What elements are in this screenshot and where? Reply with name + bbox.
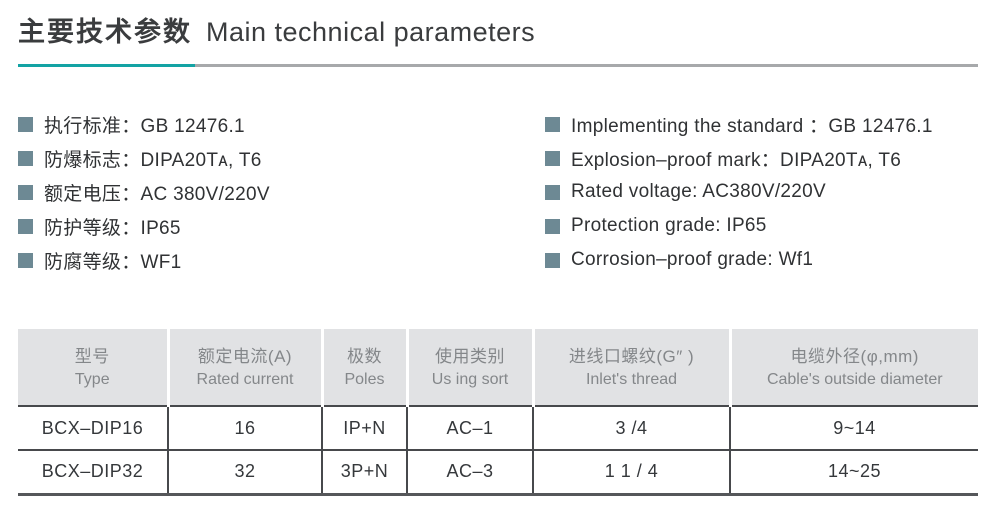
page-title-zh: 主要技术参数 [18, 17, 192, 47]
bullet-square-icon [18, 252, 33, 268]
spec-lists: 执行标准：GB 12476.1 防爆标志：DIPA20Tᴀ, T6 额定电压：A… [18, 107, 1000, 277]
page-title-en: Main technical parameters [206, 17, 536, 47]
col-header-en: Inlet's thread [585, 370, 678, 388]
bullet-square-icon [18, 184, 33, 200]
spec-text: Implementing the standard ：GB 12476.1 [571, 115, 933, 137]
cell-using-sort: AC–3 [406, 449, 533, 496]
col-header-using-sort: 使用类别 Us ing sort [405, 329, 533, 407]
bullet-square-icon [18, 150, 33, 166]
cell-rated-current: 16 [167, 406, 322, 450]
spec-item-standard-en: Implementing the standard ：GB 12476.1 [545, 107, 933, 141]
spec-text: 额定电压：AC 380V/220V [44, 183, 270, 205]
cell-inlet-thread: 3 /4 [532, 406, 730, 450]
col-header-en: Type [74, 370, 110, 388]
catalog-page: 主要技术参数 Main technical parameters 执行标准：GB … [0, 16, 1000, 519]
title-underline-accent [18, 64, 195, 67]
spec-text: Corrosion–proof grade: Wf1 [571, 249, 814, 270]
col-header-en: Rated current [196, 370, 294, 388]
col-header-inlet-thread: 进线口螺纹(G″ ) Inlet's thread [531, 329, 730, 407]
page-title: 主要技术参数 Main technical parameters [18, 16, 1000, 48]
cell-cable-diameter: 14~25 [729, 449, 978, 496]
col-header-en: Poles [344, 370, 385, 388]
spec-item-standard-zh: 执行标准：GB 12476.1 [18, 107, 545, 141]
bullet-square-icon [545, 218, 560, 234]
cell-type: BCX–DIP32 [18, 449, 168, 496]
spec-text: Explosion–proof mark：DIPA20Tᴀ, T6 [571, 149, 902, 171]
spec-text: Rated voltage: AC380V/220V [571, 181, 826, 202]
spec-item-corrosion-grade-en: Corrosion–proof grade: Wf1 [545, 243, 933, 277]
cell-using-sort: AC–1 [406, 406, 533, 450]
bullet-square-icon [18, 116, 33, 132]
col-header-zh: 型号 [74, 346, 110, 366]
col-header-zh: 使用类别 [435, 346, 505, 366]
title-underline [18, 64, 978, 67]
spec-text: 防护等级：IP65 [44, 217, 181, 239]
col-header-zh: 额定电流(A) [197, 346, 293, 366]
spec-text: 防腐等级：WF1 [44, 251, 182, 273]
spec-item-protection-grade-en: Protection grade: IP65 [545, 209, 933, 243]
spec-list-en: Implementing the standard ：GB 12476.1 Ex… [545, 107, 933, 277]
cell-poles: 3P+N [321, 449, 407, 496]
spec-text: Protection grade: IP65 [571, 215, 767, 236]
col-header-cable-diameter: 电缆外径(φ,mm) Cable's outside diameter [728, 329, 978, 407]
table-row-bcx-dip16: BCX–DIP16 16 IP+N AC–1 3 /4 9~14 [18, 406, 978, 450]
spec-item-rated-voltage-en: Rated voltage: AC380V/220V [545, 175, 933, 209]
spec-text: 防爆标志：DIPA20Tᴀ, T6 [44, 149, 262, 171]
col-header-zh: 电缆外径(φ,mm) [790, 346, 919, 366]
cell-rated-current: 32 [167, 449, 322, 496]
spec-item-rated-voltage-zh: 额定电压：AC 380V/220V [18, 175, 545, 209]
parameters-table: 型号 Type 额定电流(A) Rated current 极数 Poles 使… [18, 329, 978, 496]
table-header-row: 型号 Type 额定电流(A) Rated current 极数 Poles 使… [18, 329, 978, 407]
spec-item-explosion-mark-zh: 防爆标志：DIPA20Tᴀ, T6 [18, 141, 545, 175]
spec-list-zh: 执行标准：GB 12476.1 防爆标志：DIPA20Tᴀ, T6 额定电压：A… [18, 107, 545, 277]
spec-item-protection-grade-zh: 防护等级：IP65 [18, 209, 545, 243]
spec-item-corrosion-grade-zh: 防腐等级：WF1 [18, 243, 545, 277]
bullet-square-icon [545, 184, 560, 200]
spec-text: 执行标准：GB 12476.1 [44, 115, 245, 137]
col-header-zh: 进线口螺纹(G″ ) [568, 346, 695, 366]
col-header-poles: 极数 Poles [320, 329, 407, 407]
bullet-square-icon [545, 252, 560, 268]
table-header: 型号 Type 额定电流(A) Rated current 极数 Poles 使… [18, 329, 978, 407]
table-row-bcx-dip32: BCX–DIP32 32 3P+N AC–3 1 1 / 4 14~25 [18, 449, 978, 496]
bullet-square-icon [18, 218, 33, 234]
col-header-type: 型号 Type [18, 329, 168, 407]
col-header-zh: 极数 [347, 346, 382, 366]
cell-cable-diameter: 9~14 [729, 406, 978, 450]
table-body: BCX–DIP16 16 IP+N AC–1 3 /4 9~14 BCX–DIP… [18, 406, 978, 496]
col-header-en: Us ing sort [431, 370, 509, 388]
bullet-square-icon [545, 116, 560, 132]
spec-item-explosion-mark-en: Explosion–proof mark：DIPA20Tᴀ, T6 [545, 141, 933, 175]
bullet-square-icon [545, 150, 560, 166]
cell-poles: IP+N [321, 406, 407, 450]
cell-type: BCX–DIP16 [18, 406, 168, 450]
col-header-rated-current: 额定电流(A) Rated current [166, 329, 322, 407]
cell-inlet-thread: 1 1 / 4 [532, 449, 730, 496]
title-underline-rest [195, 64, 978, 67]
col-header-en: Cable's outside diameter [766, 370, 943, 388]
